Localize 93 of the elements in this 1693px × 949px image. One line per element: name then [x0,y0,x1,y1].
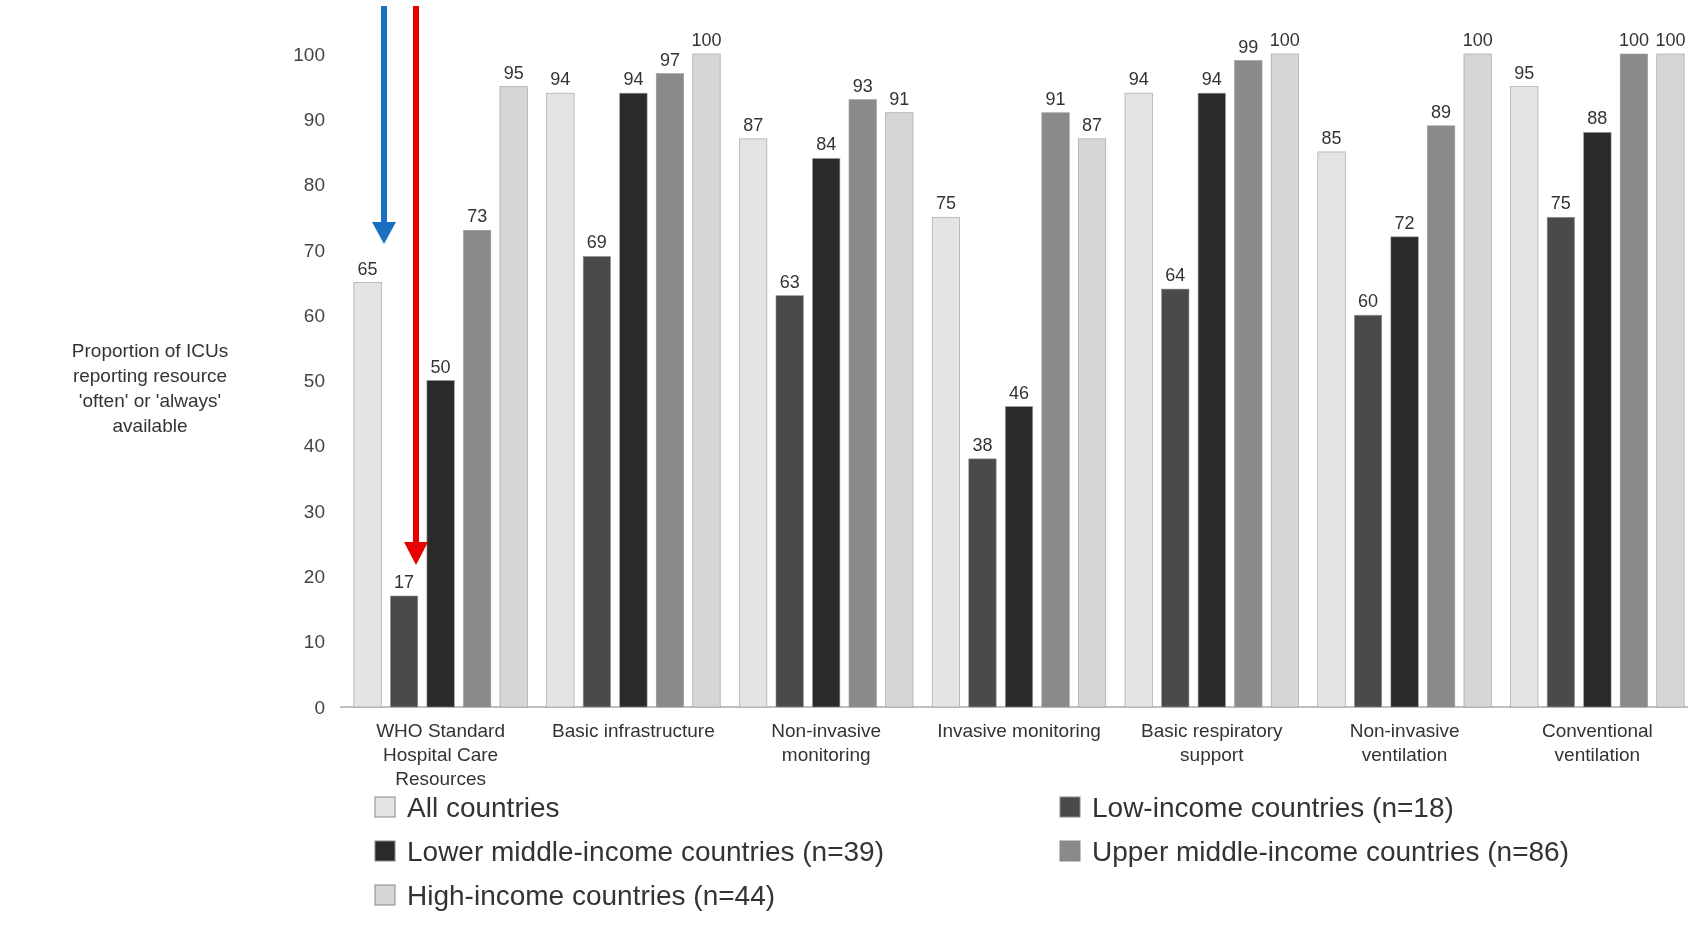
bar [1354,314,1383,708]
y-tick-label: 10 [303,631,325,653]
data-label: 50 [430,356,451,377]
data-label: 100 [691,30,722,50]
y-tick-label: 30 [303,500,325,522]
bar [546,92,575,708]
data-label: 85 [1321,127,1342,148]
data-label: 94 [1128,69,1149,90]
x-tick-label: Non-invasive monitoring [771,720,882,765]
data-label: 100 [1462,30,1493,50]
y-tick-label: 70 [303,239,325,261]
bar [1463,53,1492,708]
bar [1234,60,1263,708]
data-label: 46 [1008,382,1030,403]
data-label: 91 [889,88,910,109]
data-label: 63 [779,271,800,292]
legend-label: Upper middle-income countries (n=86) [1092,835,1569,867]
bar [1619,53,1648,708]
data-label: 91 [1045,88,1066,109]
y-tick-label: 40 [303,435,325,457]
bar [1390,236,1419,708]
bar [353,282,382,708]
data-label: 100 [1618,30,1649,50]
legend-label: Lower middle-income countries (n=39) [407,835,884,867]
bar [1161,288,1190,708]
bar [1427,125,1456,708]
data-label: 95 [1514,62,1535,83]
data-label: 89 [1431,101,1452,122]
data-label: 84 [816,134,837,155]
bar [931,216,960,708]
bar [1270,53,1299,708]
data-label: 87 [743,114,764,135]
bar [885,112,914,708]
bar [499,86,528,708]
data-label: 87 [1082,114,1103,135]
bar [1583,132,1612,708]
data-label: 73 [467,206,488,227]
bar [1656,53,1685,708]
bar [812,158,841,708]
y-tick-label: 20 [303,566,325,588]
x-tick-label: Conventional ventilation [1541,720,1653,765]
bar [848,99,877,708]
x-tick-label: WHO Standard Hospital Care Resources [376,720,506,789]
data-label: 75 [935,193,956,214]
y-tick-label: 90 [303,108,325,130]
data-label: 99 [1238,36,1259,57]
data-label: 17 [394,571,415,592]
bar [655,73,684,708]
x-tick-label: Basic infrastructure [552,720,715,741]
bar [582,256,611,708]
bar [1078,138,1107,708]
bar [1510,86,1539,708]
bar [692,53,721,708]
bar [463,230,492,708]
data-label: 38 [972,434,993,455]
x-tick-label: Non-invasive ventilation [1349,720,1460,765]
legend-label: All countries [407,791,560,823]
y-tick-label: 80 [303,174,325,196]
data-label: 72 [1394,212,1415,233]
data-label: 60 [1358,291,1379,312]
y-axis-title: Proportion of ICUs reporting resource 'often' or 'always' available [71,339,229,436]
legend-label: Low-income countries (n=18) [1092,791,1454,823]
y-tick-label: 100 [293,43,325,65]
x-tick-label: Basic respiratory support [1141,720,1284,765]
y-tick-label: 0 [314,696,325,718]
data-label: 94 [623,69,644,90]
legend-label: High-income countries (n=44) [407,879,776,911]
data-label: 100 [1269,30,1300,50]
bar [1546,216,1575,708]
bar [1005,406,1033,708]
bar [775,295,804,708]
bar [739,138,768,708]
bar [619,92,648,708]
data-label: 75 [1550,193,1571,214]
data-label: 64 [1165,265,1186,286]
data-label: 94 [550,69,571,90]
data-label: 94 [1201,69,1222,90]
bar [968,458,997,708]
data-label: 65 [357,258,378,279]
data-label: 97 [659,49,680,70]
data-label: 88 [1587,108,1608,129]
data-label: 100 [1655,30,1686,50]
bar [1041,112,1070,708]
bar [1317,151,1346,708]
data-label: 95 [503,62,524,83]
data-label: 69 [586,232,607,253]
y-tick-label: 60 [303,304,325,326]
data-label: 93 [852,75,873,96]
bar [1197,92,1226,708]
x-tick-label: Invasive monitoring [937,720,1101,741]
bar [390,595,419,708]
y-tick-label: 50 [303,370,325,392]
bar [1124,92,1153,708]
